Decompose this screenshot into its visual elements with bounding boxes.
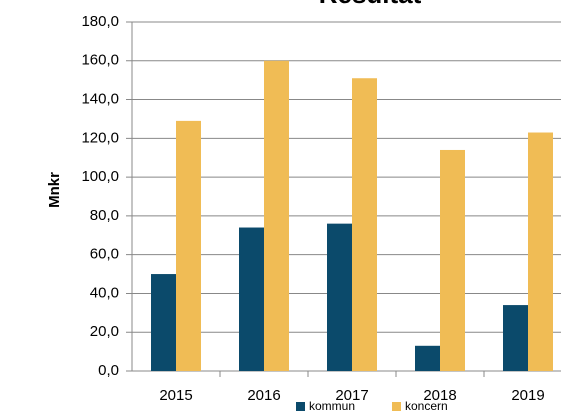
legend-label: kommun <box>309 399 355 412</box>
bar <box>352 78 377 371</box>
y-axis-label: Mnkr <box>46 172 63 208</box>
y-tick-label: 100,0 <box>81 168 119 185</box>
y-tick-label: 0,0 <box>98 362 119 379</box>
x-tick-label: 2019 <box>511 387 544 404</box>
legend-swatch <box>296 402 305 411</box>
bar <box>264 60 289 372</box>
y-tick-label: 20,0 <box>90 323 119 340</box>
bar <box>327 223 352 371</box>
x-tick-label: 2017 <box>335 387 368 404</box>
bar <box>239 227 264 371</box>
y-tick-label: 140,0 <box>81 91 119 108</box>
bar <box>415 345 440 371</box>
bar <box>440 149 465 371</box>
bar <box>151 274 176 371</box>
y-tick-label: 120,0 <box>81 129 119 146</box>
bar <box>176 120 201 371</box>
chart-title: Resultat <box>319 0 422 9</box>
legend-label: koncern <box>405 399 448 412</box>
legend-swatch <box>392 402 401 411</box>
x-tick-label: 2018 <box>423 387 456 404</box>
y-tick-label: 80,0 <box>90 207 119 224</box>
x-tick-label: 2016 <box>247 387 280 404</box>
y-tick-label: 60,0 <box>90 246 119 263</box>
bar <box>503 305 528 371</box>
bar <box>528 132 553 371</box>
y-tick-label: 160,0 <box>81 52 119 69</box>
x-tick-label: 2015 <box>159 387 192 404</box>
y-tick-label: 40,0 <box>90 284 119 301</box>
y-tick-label: 180,0 <box>81 13 119 30</box>
